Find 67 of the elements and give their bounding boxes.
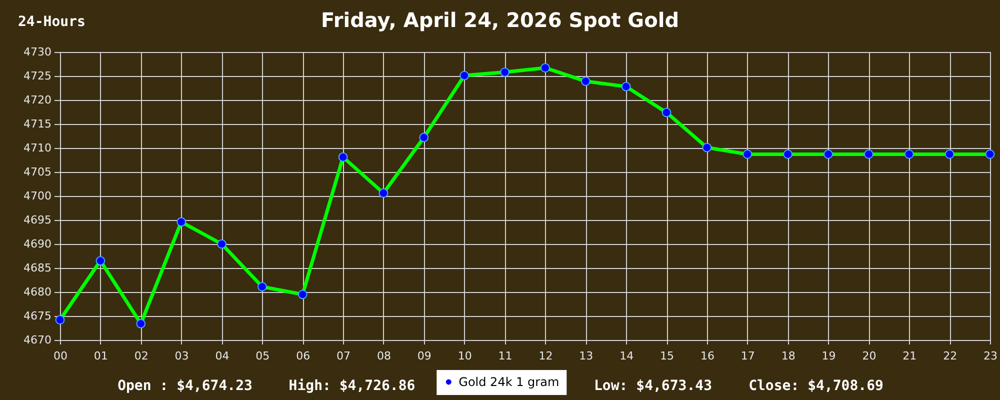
x-tick-label: 03 <box>174 350 189 362</box>
y-tick-label: 4720 <box>24 94 52 106</box>
x-tick-label: 16 <box>700 350 714 362</box>
point <box>621 82 631 92</box>
y-tick-label: 4690 <box>24 238 52 250</box>
point <box>985 150 995 159</box>
x-tick-label: 15 <box>660 350 674 362</box>
point <box>419 132 429 142</box>
y-tick-label: 4705 <box>24 166 52 178</box>
point <box>702 142 712 152</box>
point <box>540 63 550 73</box>
x-tick-label: 19 <box>822 350 836 362</box>
x-tick-label: 06 <box>296 350 310 362</box>
x-tick-label: 08 <box>376 350 391 362</box>
x-tick-label: 11 <box>498 350 512 362</box>
legend-label: Gold 24k 1 gram <box>458 375 560 389</box>
x-tick-label: 05 <box>256 350 270 362</box>
x-tick-label: 21 <box>902 350 917 362</box>
chart-title: Friday, April 24, 2026 Spot Gold <box>320 8 680 32</box>
y-tick-label: 4695 <box>24 214 52 226</box>
x-tick-label: 09 <box>417 350 432 362</box>
y-tick-label: 4700 <box>24 190 52 202</box>
point <box>500 67 510 77</box>
x-tick-label: 00 <box>54 350 68 362</box>
x-tick-label: 01 <box>94 350 108 362</box>
point <box>136 319 146 328</box>
text: 24-Hours <box>18 14 86 30</box>
x-tick-label: 10 <box>458 350 472 362</box>
x-tick-label: 17 <box>740 350 755 362</box>
x-tick-label: 18 <box>781 350 796 362</box>
point <box>176 217 186 227</box>
x-tick-label: 12 <box>538 350 553 362</box>
point <box>217 239 226 249</box>
point <box>378 188 388 198</box>
point <box>824 150 833 159</box>
y-tick-label: 4670 <box>24 334 52 346</box>
y-tick-label: 4715 <box>24 118 52 130</box>
y-tick-label: 4710 <box>24 142 52 154</box>
y-tick-label: 4730 <box>24 46 52 58</box>
point <box>298 290 308 300</box>
x-tick-label: 04 <box>215 350 230 362</box>
point <box>257 282 267 292</box>
point <box>783 150 793 159</box>
point <box>460 70 470 80</box>
x-tick-label: 23 <box>984 350 998 362</box>
text: Low: $4,673.43 <box>594 378 712 394</box>
x-tick-label: 13 <box>579 350 594 362</box>
x-tick-label: 20 <box>862 350 876 362</box>
point <box>904 150 914 159</box>
text: High: $4,726.86 <box>288 378 416 394</box>
y-tick-label: 4685 <box>24 262 52 274</box>
point <box>338 152 348 162</box>
point <box>580 76 590 86</box>
point <box>742 150 752 159</box>
x-tick-label: 22 <box>943 350 958 362</box>
y-tick-label: 4675 <box>24 310 52 322</box>
point <box>662 108 672 118</box>
x-tick-label: 02 <box>134 350 148 362</box>
x-tick-label: 07 <box>336 350 351 362</box>
text: Open : $4,674.23 <box>118 378 252 394</box>
y-tick-label: 4680 <box>24 286 52 298</box>
text: Close: $4,708.69 <box>748 378 884 394</box>
point <box>864 150 874 159</box>
point <box>944 150 954 159</box>
y-tick-label: 4725 <box>24 70 52 82</box>
x-tick-label: 14 <box>620 350 634 362</box>
point <box>96 256 106 266</box>
